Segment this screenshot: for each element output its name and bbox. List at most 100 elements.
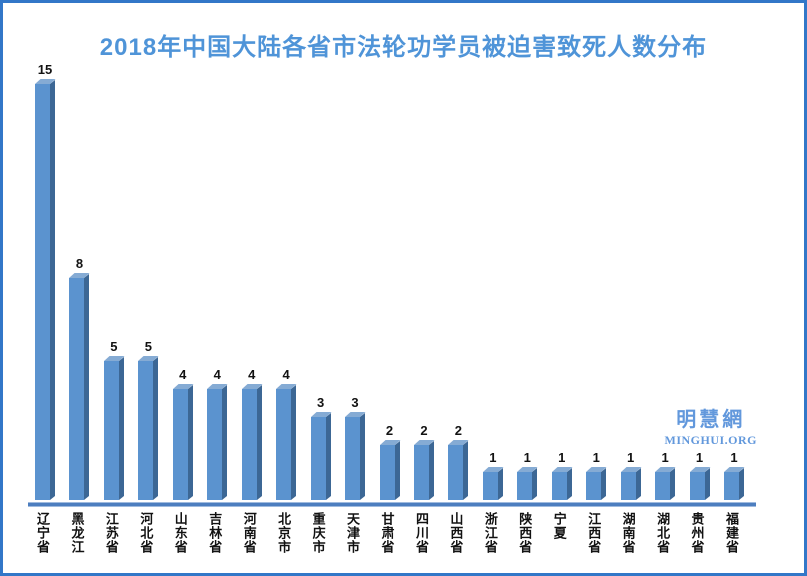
bar-value-label: 1 xyxy=(558,450,566,465)
bar-side-face xyxy=(635,467,641,500)
category-label: 福建省 xyxy=(724,512,739,554)
x-axis-line xyxy=(28,502,756,507)
bar-front-face xyxy=(379,445,395,500)
category-label: 湖南省 xyxy=(620,512,636,554)
bar: 8 xyxy=(69,256,90,500)
category-label: 陕西省 xyxy=(517,512,533,554)
bar-front-face xyxy=(35,84,50,500)
bar: 5 xyxy=(138,339,159,500)
bar-value-label: 3 xyxy=(351,395,359,410)
bar: 1 xyxy=(655,450,676,500)
bar: 3 xyxy=(345,395,366,500)
bar-front-face xyxy=(103,361,119,500)
bar-front-face xyxy=(586,472,602,500)
bar-front-face xyxy=(517,472,533,500)
bar: 5 xyxy=(103,339,125,500)
category-label: 重庆市 xyxy=(310,512,326,554)
bar-side-face xyxy=(118,356,124,500)
bar-side-face xyxy=(463,440,469,500)
bar-front-face xyxy=(413,445,429,500)
bar: 4 xyxy=(207,367,228,500)
bar-value-label: 1 xyxy=(695,450,704,465)
bar: 1 xyxy=(620,450,642,500)
category-label: 河北省 xyxy=(138,512,154,554)
bar-side-face xyxy=(670,467,676,500)
bar-side-face xyxy=(704,467,710,500)
bar-front-face xyxy=(345,417,361,500)
bar-front-face xyxy=(310,417,326,500)
category-label: 贵州省 xyxy=(689,512,705,554)
bar-value-label: 3 xyxy=(316,395,325,410)
category-label: 甘肃省 xyxy=(379,512,395,554)
bar-front-face xyxy=(172,389,188,500)
bar-side-face xyxy=(222,384,228,500)
watermark-chinese-logo: 明慧網 xyxy=(676,409,746,431)
bar-side-face xyxy=(153,356,159,500)
bar: 15 xyxy=(35,62,56,500)
category-label: 江苏省 xyxy=(103,512,119,554)
category-label: 山西省 xyxy=(448,512,464,554)
bar-front-face xyxy=(689,472,705,500)
bar-side-face xyxy=(360,412,366,500)
bar-value-label: 2 xyxy=(420,423,428,438)
bar-front-face xyxy=(241,389,257,500)
bar-value-label: 8 xyxy=(75,256,84,271)
bar: 1 xyxy=(586,450,607,500)
bar: 1 xyxy=(551,450,573,500)
bar-front-face xyxy=(655,472,671,500)
category-label: 辽宁省 xyxy=(35,512,50,554)
bar-side-face xyxy=(291,384,297,500)
bar: 1 xyxy=(517,450,538,500)
bar-side-face xyxy=(428,440,434,500)
category-label: 江西省 xyxy=(586,512,602,554)
category-label: 河南省 xyxy=(241,512,257,554)
category-label: 黑龙江 xyxy=(69,512,85,554)
category-label: 四川省 xyxy=(413,512,429,554)
bar-side-face xyxy=(50,79,55,500)
bar-value-label: 2 xyxy=(385,423,394,438)
bar-value-label: 4 xyxy=(282,367,290,382)
bar-side-face xyxy=(566,467,572,500)
bar-value-label: 15 xyxy=(37,62,53,77)
category-label: 山东省 xyxy=(172,512,188,554)
chart-title: 2018年中国大陆各省市法轮功学员被迫害致死人数分布 xyxy=(99,34,708,61)
bar-front-face xyxy=(448,445,464,500)
bar-front-face xyxy=(551,472,567,500)
bar-front-face xyxy=(276,389,292,500)
bar-front-face xyxy=(69,278,85,500)
bar-front-face xyxy=(620,472,636,500)
bar-value-label: 2 xyxy=(454,423,462,438)
bar: 4 xyxy=(241,367,263,500)
bar-value-label: 4 xyxy=(179,367,187,382)
bar-value-label: 1 xyxy=(592,450,600,465)
category-label: 湖北省 xyxy=(655,512,671,554)
bar-value-label: 1 xyxy=(489,450,497,465)
bar-side-face xyxy=(394,440,400,500)
bar-side-face xyxy=(325,412,331,500)
bar-front-face xyxy=(482,472,498,500)
category-label: 天津市 xyxy=(345,512,361,554)
bar-side-face xyxy=(497,467,503,500)
bar: 1 xyxy=(482,450,504,500)
bar-value-label: 5 xyxy=(110,339,118,354)
category-label: 北京市 xyxy=(276,512,292,554)
bar-side-face xyxy=(532,467,538,500)
bar-value-label: 5 xyxy=(144,339,152,354)
bar: 4 xyxy=(276,367,297,500)
bar-value-label: 4 xyxy=(248,367,256,382)
bar-side-face xyxy=(84,273,90,500)
category-label: 吉林省 xyxy=(207,512,223,554)
bar-side-face xyxy=(739,467,744,500)
bar-value-label: 1 xyxy=(730,450,738,465)
bar-value-label: 1 xyxy=(661,450,669,465)
bar: 1 xyxy=(689,450,711,500)
bar: 1 xyxy=(724,450,745,500)
bar-side-face xyxy=(256,384,262,500)
bar-value-label: 4 xyxy=(213,367,221,382)
bar-front-face xyxy=(138,361,154,500)
bar: 3 xyxy=(310,395,332,500)
bar: 2 xyxy=(379,423,401,500)
bar: 2 xyxy=(413,423,435,500)
bar-front-face xyxy=(207,389,223,500)
